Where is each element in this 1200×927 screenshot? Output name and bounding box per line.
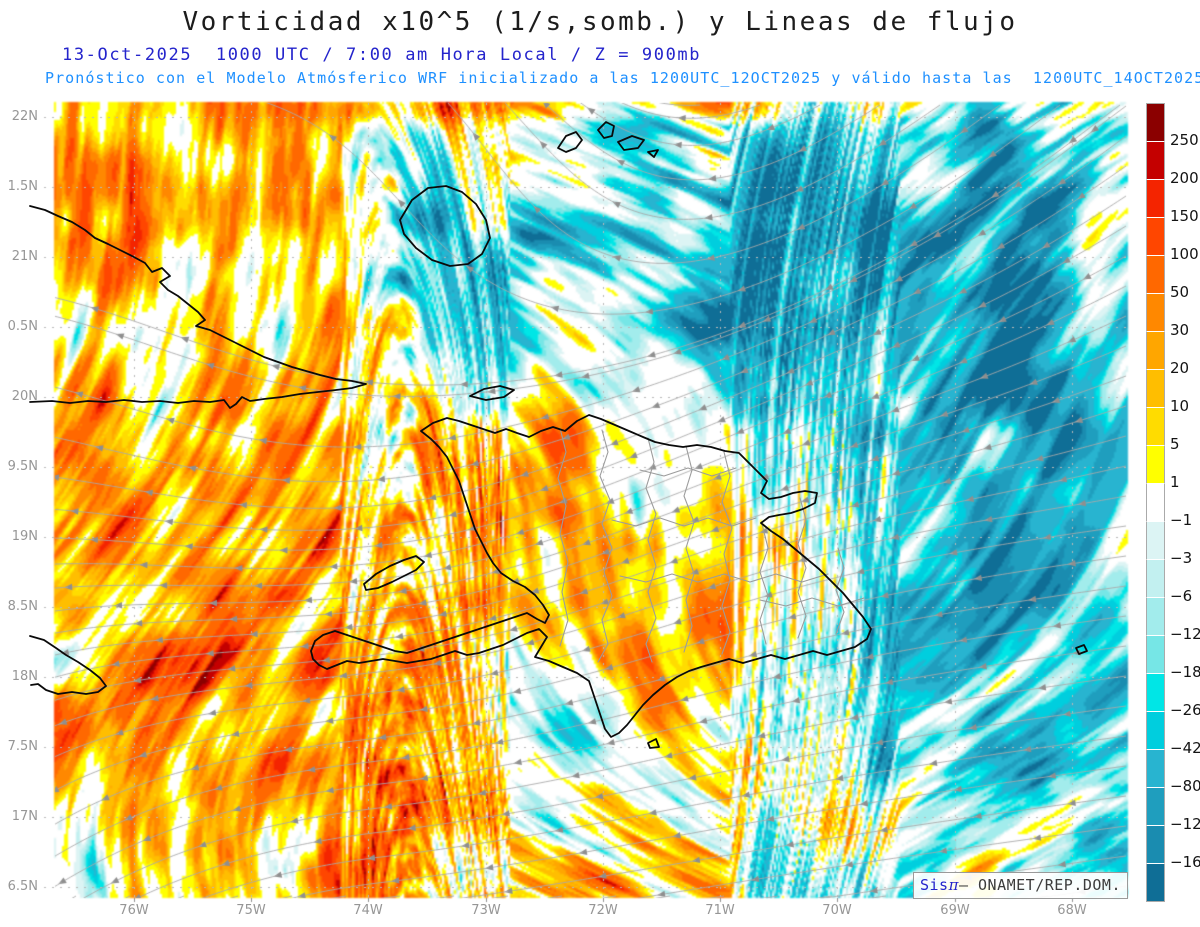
colorbar-tick-label: −3 [1170, 549, 1193, 567]
colorbar-tick-label: 5 [1170, 435, 1180, 453]
lon-tick-label: 72W [588, 903, 618, 918]
colorbar-segment [1146, 103, 1165, 141]
colorbar-tick-label: 30 [1170, 321, 1190, 339]
attribution-org: ONAMET/REP.DOM. [978, 876, 1121, 894]
lon-tick-label: 68W [1057, 903, 1087, 918]
lon-tick-label: 74W [353, 903, 383, 918]
colorbar-tick-label: −80 [1170, 777, 1200, 795]
colorbar-tick-label: 1 [1170, 473, 1180, 491]
colorbar-segment [1146, 521, 1165, 559]
colorbar-segment [1146, 863, 1165, 902]
lat-tick-label: 21N [11, 249, 38, 264]
lat-tick-label: 6.5N [7, 879, 38, 894]
subtitle-model-info: Pronóstico con el Modelo Atmósferico WRF… [45, 69, 1200, 87]
attribution-separator: — [958, 876, 979, 894]
colorbar-tick-label: 50 [1170, 283, 1190, 301]
colorbar-segment [1146, 825, 1165, 863]
lat-tick-label: 0.5N [7, 319, 38, 334]
colorbar-tick-label: −120 [1170, 815, 1200, 833]
colorbar-tick-label: 200 [1170, 169, 1199, 187]
colorbar-segment [1146, 635, 1165, 673]
colorbar-segment [1146, 711, 1165, 749]
lat-tick-label: 7.5N [7, 739, 38, 754]
colorbar-segment [1146, 673, 1165, 711]
colorbar-segment [1146, 749, 1165, 787]
colorbar-segment [1146, 255, 1165, 293]
lat-tick-label: 8.5N [7, 599, 38, 614]
colorbar-segment [1146, 483, 1165, 521]
lat-tick-label: 17N [11, 809, 38, 824]
colorbar-tick-label: 150 [1170, 207, 1199, 225]
lat-tick-label: 9.5N [7, 459, 38, 474]
colorbar-segment [1146, 407, 1165, 445]
colorbar-tick-label: −12 [1170, 625, 1200, 643]
lon-tick-label: 70W [822, 903, 852, 918]
lat-tick-label: 22N [11, 109, 38, 124]
lon-tick-label: 71W [705, 903, 735, 918]
colorbar-tick-label: −18 [1170, 663, 1200, 681]
colorbar-segment [1146, 445, 1165, 483]
colorbar-segment [1146, 787, 1165, 825]
colorbar-tick-label: 10 [1170, 397, 1190, 415]
colorbar-segment [1146, 179, 1165, 217]
colorbar-tick-label: 100 [1170, 245, 1199, 263]
lat-tick-label: 20N [11, 389, 38, 404]
colorbar-segment [1146, 559, 1165, 597]
colorbar-tick-label: −1 [1170, 511, 1193, 529]
colorbar-segment [1146, 597, 1165, 635]
colorbar-segment [1146, 293, 1165, 331]
lat-tick-label: 1.5N [7, 179, 38, 194]
colorbar-tick-label: −6 [1170, 587, 1193, 605]
lat-tick-label: 18N [11, 669, 38, 684]
colorbar-tick-label: −26 [1170, 701, 1200, 719]
colorbar-tick-label: 20 [1170, 359, 1190, 377]
attribution-brand: Sis [920, 876, 949, 894]
subtitle-datetime: 13-Oct-2025 1000 UTC / 7:00 am Hora Loca… [62, 45, 702, 65]
lon-tick-label: 69W [940, 903, 970, 918]
colorbar-segment [1146, 369, 1165, 407]
attribution-box: Sisπ— ONAMET/REP.DOM. [913, 872, 1128, 899]
lat-tick-label: 19N [11, 529, 38, 544]
colorbar-tick-label: 250 [1170, 131, 1199, 149]
lon-tick-label: 75W [236, 903, 266, 918]
colorbar-tick-label: −160 [1170, 853, 1200, 871]
colorbar-tick-label: −42 [1170, 739, 1200, 757]
lon-tick-label: 76W [119, 903, 149, 918]
colorbar-segment [1146, 141, 1165, 179]
pi-symbol: π [948, 876, 959, 894]
colorbar-segment [1146, 331, 1165, 369]
colorbar-segment [1146, 217, 1165, 255]
page-title: Vorticidad x10^5 (1/s,somb.) y Lineas de… [182, 7, 1018, 37]
lon-tick-label: 73W [471, 903, 501, 918]
